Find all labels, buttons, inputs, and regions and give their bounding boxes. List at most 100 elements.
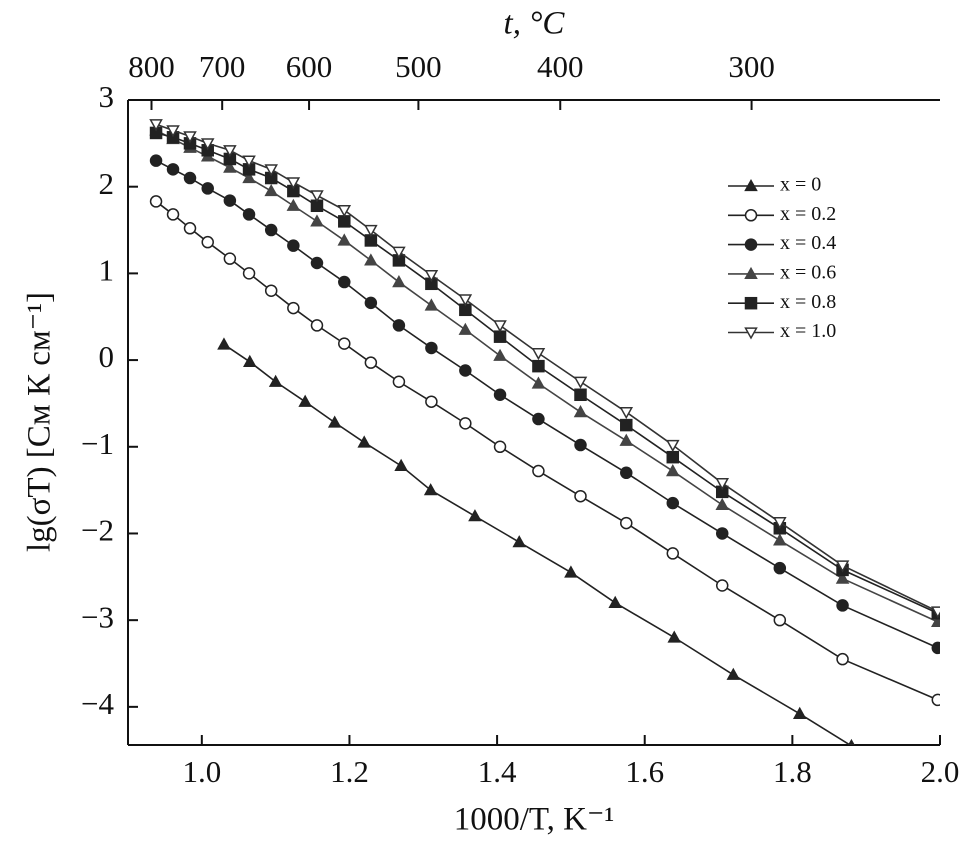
- marker: [223, 145, 237, 158]
- marker: [183, 131, 197, 144]
- marker: [459, 364, 472, 377]
- legend-label: x = 0: [780, 174, 821, 196]
- marker: [744, 209, 758, 222]
- y-tick-label: −4: [81, 686, 114, 721]
- marker: [242, 155, 256, 168]
- marker: [166, 125, 180, 138]
- marker: [744, 178, 758, 192]
- marker: [364, 356, 378, 369]
- marker: [425, 341, 438, 355]
- marker: [619, 433, 634, 446]
- x-tick-label: 1.8: [773, 754, 812, 789]
- marker: [531, 347, 546, 361]
- marker: [264, 284, 278, 297]
- marker: [620, 418, 633, 432]
- marker: [264, 183, 278, 197]
- marker: [667, 630, 682, 643]
- marker: [744, 238, 758, 251]
- marker: [512, 535, 527, 548]
- marker: [836, 652, 849, 666]
- legend-label: x = 1.0: [780, 320, 836, 342]
- marker: [835, 560, 850, 573]
- x2-tick-label: 700: [199, 49, 246, 84]
- marker: [564, 565, 578, 578]
- marker: [242, 170, 256, 184]
- y-tick-label: −2: [81, 513, 114, 548]
- marker: [424, 269, 439, 283]
- marker: [357, 435, 371, 448]
- x-tick-label: 1.6: [625, 754, 664, 789]
- marker: [574, 438, 587, 452]
- x2-tick-label: 400: [537, 49, 584, 84]
- marker: [201, 182, 214, 195]
- marker: [931, 606, 940, 619]
- marker: [166, 208, 180, 221]
- marker: [425, 395, 438, 408]
- marker: [268, 374, 283, 387]
- marker: [364, 296, 378, 310]
- marker: [287, 301, 300, 315]
- y-tick-label: −3: [81, 599, 114, 634]
- marker: [493, 330, 507, 343]
- marker: [364, 224, 378, 238]
- x2-tick-label: 600: [286, 49, 333, 84]
- marker: [364, 253, 378, 266]
- marker: [264, 164, 278, 177]
- marker: [223, 252, 237, 265]
- marker: [574, 388, 587, 402]
- marker: [715, 579, 729, 592]
- marker: [573, 405, 588, 418]
- y-tick-label: 3: [99, 79, 115, 114]
- marker: [666, 547, 680, 560]
- marker: [931, 693, 940, 707]
- marker: [773, 517, 787, 530]
- marker: [392, 319, 406, 332]
- marker: [394, 458, 408, 471]
- marker: [392, 246, 406, 259]
- marker: [847, 738, 855, 745]
- x-tick-label: 2.0: [921, 754, 960, 789]
- marker: [493, 320, 507, 333]
- marker: [715, 478, 730, 491]
- marker: [337, 204, 352, 218]
- marker: [773, 561, 787, 575]
- marker: [532, 412, 545, 426]
- x2-tick-label: 800: [128, 49, 175, 84]
- marker: [715, 527, 729, 540]
- marker: [149, 154, 163, 167]
- marker: [532, 464, 545, 478]
- legend-label: x = 0.2: [780, 203, 836, 225]
- marker: [223, 160, 237, 173]
- marker: [338, 275, 351, 289]
- marker: [744, 327, 758, 340]
- marker: [792, 706, 807, 719]
- series-line: [223, 343, 852, 745]
- marker: [531, 376, 546, 389]
- marker: [459, 417, 472, 430]
- x-tick-label: 1.2: [330, 754, 369, 789]
- marker: [286, 198, 301, 211]
- y-tick-label: 1: [99, 252, 115, 287]
- marker: [493, 388, 507, 402]
- marker: [338, 337, 351, 350]
- x2-tick-label: 300: [728, 49, 775, 84]
- marker: [620, 516, 633, 530]
- marker: [223, 194, 237, 207]
- marker: [243, 354, 257, 367]
- marker: [836, 599, 849, 612]
- marker: [458, 294, 473, 307]
- marker: [835, 571, 850, 584]
- marker: [242, 267, 256, 280]
- marker: [201, 235, 214, 249]
- marker: [392, 375, 406, 389]
- plot-area: [149, 119, 940, 745]
- marker: [242, 208, 256, 221]
- marker: [183, 222, 197, 235]
- marker: [327, 415, 342, 428]
- y-axis-title: lg(σT) [См К см⁻¹]: [22, 292, 58, 552]
- marker: [574, 489, 587, 503]
- marker: [217, 337, 231, 350]
- marker: [286, 177, 301, 190]
- marker: [200, 138, 215, 151]
- marker: [666, 450, 680, 464]
